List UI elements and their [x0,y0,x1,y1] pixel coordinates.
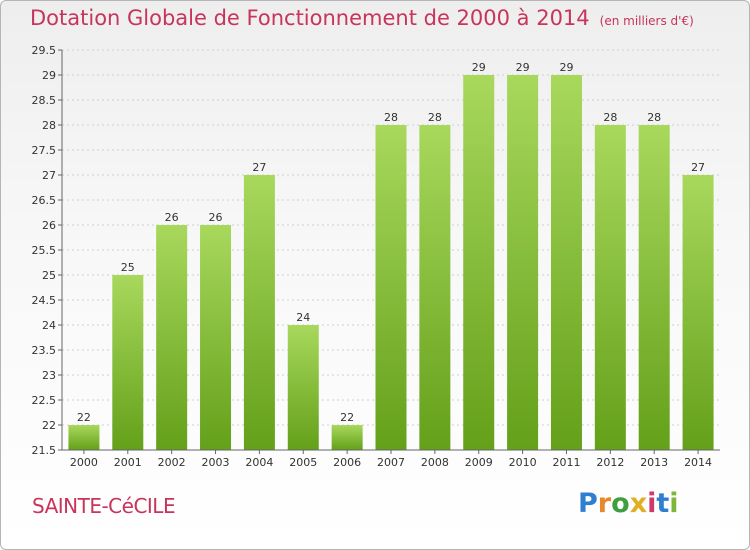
bar [638,125,670,450]
data-label: 26 [165,211,179,224]
data-label: 27 [252,161,266,174]
y-tick-label: 27.5 [32,144,57,157]
x-tick-label: 2008 [421,456,449,469]
data-label: 22 [77,411,91,424]
x-tick-label: 2012 [596,456,624,469]
y-tick-label: 23.5 [32,344,57,357]
bar [68,425,100,450]
y-tick-label: 28.5 [32,94,57,107]
x-tick-label: 2006 [333,456,361,469]
y-tick-label: 26 [42,219,56,232]
bar [550,75,582,450]
y-tick-label: 25 [42,269,56,282]
x-tick-label: 2001 [114,456,142,469]
data-labels: 22 25 26 26 27 24 22 28 28 29 29 29 28 28 27 [77,61,705,424]
y-tick-label: 24 [42,319,56,332]
x-tick-label: 2010 [509,456,537,469]
logo-letter: i [669,488,679,519]
logo-letter: P [578,488,598,519]
commune-name: SAINTE-CéCILE [32,494,176,518]
x-tick-label: 2000 [70,456,98,469]
bar [287,325,319,450]
bar [331,425,363,450]
y-tick-label: 27 [42,169,56,182]
x-tick-label: 2007 [377,456,405,469]
logo-letter: i [647,488,657,519]
x-tick-label: 2013 [640,456,668,469]
bar [156,225,188,450]
data-label: 28 [647,111,661,124]
logo-letter: r [597,488,612,519]
bar [507,75,539,450]
y-tick-label: 28 [42,119,56,132]
data-label: 28 [384,111,398,124]
y-tick-label: 26.5 [32,194,57,207]
x-tick-label: 2011 [552,456,580,469]
bar [419,125,451,450]
data-label: 24 [296,311,310,324]
x-tick-label: 2004 [245,456,273,469]
data-label: 29 [472,61,486,74]
chart-unit-label: (en milliers d'€) [599,14,694,28]
bar [682,175,714,450]
logo-letter: t [656,488,670,519]
x-tick-label: 2005 [289,456,317,469]
x-tick-label: 2003 [202,456,230,469]
y-tick-label: 23 [42,369,56,382]
x-axis: 2000 2001 2002 2003 2004 2005 2006 2007 2008 2009… [62,449,720,469]
logo-letter: x [629,488,648,519]
proxiti-logo: Proxiti [578,488,679,519]
chart-title-text: Dotation Globale de Fonctionnement de 20… [30,6,590,30]
bar [463,75,495,450]
y-tick-label: 21.5 [32,444,57,457]
data-label: 28 [603,111,617,124]
data-label: 29 [516,61,530,74]
bar [375,125,407,450]
y-tick-label: 25.5 [32,244,57,257]
data-label: 29 [559,61,573,74]
y-axis: 21.5 22 22.5 23 23.5 24 24.5 25 25.5 26 26.5 27 27.5… [32,44,63,457]
bars [68,75,714,450]
data-label: 28 [428,111,442,124]
bar [200,225,232,450]
y-tick-label: 29.5 [32,44,57,57]
data-label: 27 [691,161,705,174]
x-tick-label: 2002 [158,456,186,469]
data-label: 25 [121,261,135,274]
y-tick-label: 24.5 [32,294,57,307]
bar [243,175,275,450]
x-tick-label: 2014 [684,456,712,469]
data-label: 26 [209,211,223,224]
x-tick-label: 2009 [465,456,493,469]
logo-letter: o [611,488,630,519]
y-tick-label: 29 [42,69,56,82]
bar [112,275,144,450]
bar [594,125,626,450]
y-tick-label: 22 [42,419,56,432]
data-label: 22 [340,411,354,424]
y-tick-label: 22.5 [32,394,57,407]
chart-title: Dotation Globale de Fonctionnement de 20… [30,6,694,30]
